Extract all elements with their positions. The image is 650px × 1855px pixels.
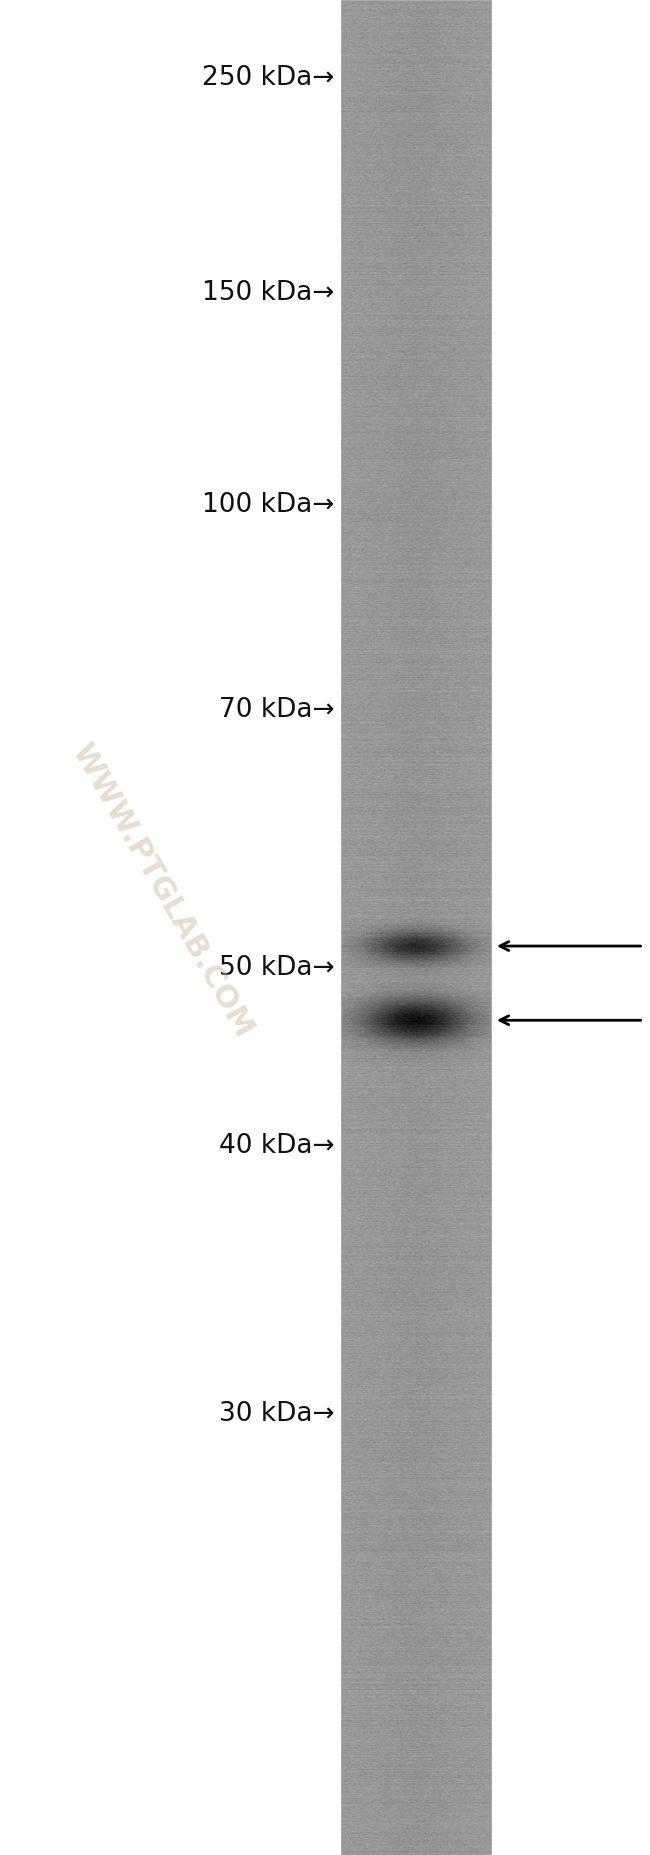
Text: 250 kDa→: 250 kDa→ [202, 65, 335, 91]
Text: 70 kDa→: 70 kDa→ [219, 697, 335, 723]
Text: 50 kDa→: 50 kDa→ [219, 955, 335, 981]
Text: 150 kDa→: 150 kDa→ [202, 280, 335, 306]
Text: WWW.PTGLAB.COM: WWW.PTGLAB.COM [66, 738, 259, 1043]
Text: 30 kDa→: 30 kDa→ [219, 1401, 335, 1426]
Bar [341, 0, 491, 1855]
Text: 40 kDa→: 40 kDa→ [219, 1133, 335, 1159]
Text: 100 kDa→: 100 kDa→ [202, 492, 335, 518]
